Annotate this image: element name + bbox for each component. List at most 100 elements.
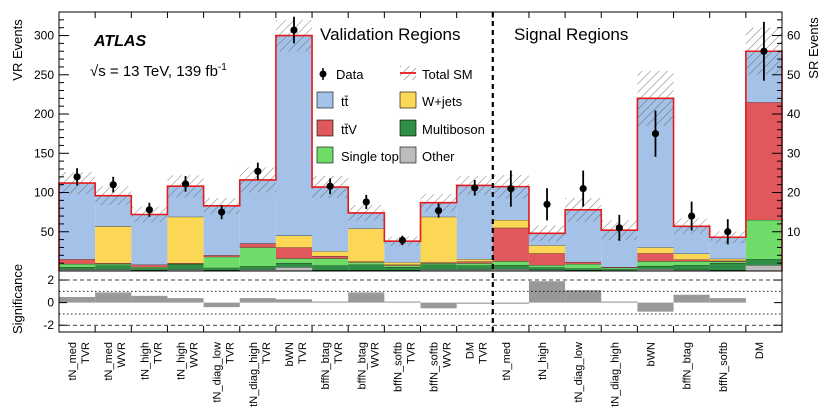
xlabel-top-15: tN_diag_high [609, 342, 621, 407]
xlabel-top-3: tN_high [176, 342, 188, 380]
data-point-15 [615, 224, 623, 232]
bar-multiboson-4 [203, 267, 240, 271]
bar-singletop-5 [239, 247, 276, 267]
xlabel-top-8: bffN_btag [356, 342, 368, 390]
bar-multiboson-14 [565, 268, 602, 271]
total-sm-line [58, 34, 783, 271]
xlabel-top-9: bffN_softb [392, 342, 404, 392]
atlas-label: ATLAS [93, 33, 146, 50]
bar-ttv-17 [673, 259, 710, 262]
bar-multiboson-17 [673, 265, 710, 270]
bar-multiboson-18 [709, 263, 746, 271]
legend-data: Data [319, 67, 364, 82]
legend-data-label: Data [336, 67, 364, 82]
right-tick-label-4: 50 [787, 68, 801, 82]
bar-ttbar-9 [384, 241, 421, 263]
bar-wjets-17 [673, 253, 710, 260]
bar-wjets-18 [709, 258, 746, 261]
legend-wjets: W+jets [399, 91, 463, 109]
data-points [73, 16, 768, 246]
bar-wjets-3 [167, 216, 204, 264]
sig-bar-6 [275, 299, 313, 303]
bar-other-17 [673, 269, 710, 271]
bar-ttv-2 [131, 264, 168, 268]
data-point-19 [760, 47, 768, 55]
data-point-6 [290, 26, 298, 34]
bar-other-0 [59, 269, 96, 271]
bar-ttv-3 [167, 263, 204, 264]
bar-wjets-7 [312, 251, 349, 257]
bar-ttbar-11 [456, 185, 493, 260]
ylabel-right: SR Events [806, 17, 821, 79]
energy-label: √s = 13 TeV, 139 fb-1 [90, 62, 227, 80]
region-labels: tN_med TVR tN_med WVR tN_high TVR tN_high WVR tN… [67, 342, 766, 407]
ylabel-ratio: Significance [10, 264, 25, 334]
energy-text: √s = 13 TeV, 139 fb [90, 63, 218, 80]
data-point-1 [109, 181, 117, 189]
sr-heading: Signal Regions [514, 25, 628, 44]
bar-ttv-12 [492, 227, 529, 262]
bar-singletop-16 [637, 261, 674, 266]
bar-multiboson-16 [637, 265, 674, 270]
sig-bar-5 [239, 298, 276, 303]
bar-wjets-6 [275, 235, 313, 248]
sig-bar-18 [709, 298, 746, 303]
bar-singletop-11 [456, 263, 493, 266]
sig-bar-7 [312, 301, 349, 303]
bar-singletop-10 [420, 263, 457, 265]
xlabel-bottom-9: TVR [405, 342, 417, 364]
bar-wjets-16 [637, 247, 674, 254]
right-tick-label-5: 60 [787, 29, 801, 43]
legend-multiboson-label: Multiboson [422, 122, 485, 137]
sig-bar-2 [131, 295, 168, 303]
right-tick-label-3: 40 [787, 107, 801, 121]
xlabel-top-5: tN_diag_high [248, 342, 260, 407]
sig-bar-8 [348, 292, 385, 303]
axes: 50 100 150 200 250 300 10 20 30 40 50 60 -2 0 2 [34, 11, 801, 333]
legend-singletop-label: Single top [341, 149, 399, 164]
legend-ttbar-label: tt̄ [341, 94, 349, 109]
bar-ttv-16 [637, 253, 674, 262]
legend-multiboson: Multiboson [399, 119, 485, 137]
legend: Data Total SM tt̄ W+jets tt̄V Multiboson… [316, 66, 485, 164]
xlabel-top-2: tN_high [139, 342, 151, 380]
bar-multiboson-15 [601, 269, 638, 271]
bar-ttv-19 [745, 102, 782, 220]
sig-bar-4 [203, 302, 240, 308]
legend-other-label: Other [422, 149, 455, 164]
bar-singletop-18 [709, 261, 746, 264]
xlabel-bottom-10: WVR [442, 342, 454, 368]
bar-multiboson-19 [745, 259, 782, 266]
legend-singletop: Single top [316, 146, 399, 164]
bar-multiboson-2 [131, 268, 168, 271]
bar-multiboson-11 [456, 265, 493, 270]
bar-multiboson-5 [239, 266, 276, 270]
data-point-4 [218, 208, 226, 216]
lumi-exponent: -1 [218, 62, 227, 73]
bar-other-3 [167, 269, 204, 271]
bar-singletop-15 [601, 267, 638, 270]
bar-singletop-13 [528, 265, 566, 268]
data-point-7 [326, 182, 334, 190]
left-tick-label-5: 300 [34, 29, 54, 43]
data-point-3 [181, 180, 190, 188]
data-point-0 [73, 173, 81, 181]
sig-bar-10 [420, 302, 457, 309]
sig-bar-9 [384, 301, 421, 303]
sig-bar-1 [95, 292, 132, 303]
right-tick-label-2: 30 [787, 146, 801, 160]
sig-bar-3 [167, 298, 204, 303]
bar-multiboson-12 [492, 265, 529, 270]
bar-singletop-9 [384, 265, 421, 268]
xlabel-bottom-8: WVR [369, 342, 381, 368]
bar-wjets-8 [348, 228, 385, 262]
left-tick-label-3: 200 [34, 107, 54, 121]
sig-bar-17 [673, 294, 710, 303]
bar-singletop-0 [59, 263, 96, 268]
bar-wjets-1 [95, 226, 132, 264]
xlabel-top-10: bffN_softb [429, 342, 441, 392]
bar-multiboson-6 [275, 263, 313, 268]
bar-other-1 [95, 269, 132, 271]
xlabel-top-14: tN_diag_low [573, 342, 585, 403]
